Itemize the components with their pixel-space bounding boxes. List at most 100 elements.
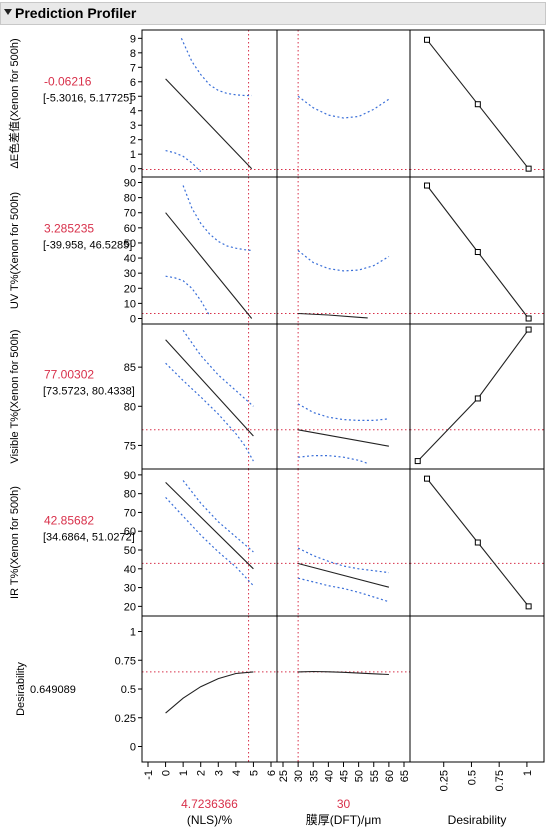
cell-frame [141,176,278,325]
prediction-curve [165,671,254,714]
profile-cell [142,324,277,469]
cell-frame [409,615,545,763]
response-row-2: Visible T%(Xenon for 500h) 77.00302 [73.57… [9,324,544,469]
prediction-curve [297,562,390,588]
profile-cell [410,326,544,465]
response-label: Visible T%(Xenon for 500h) [9,329,21,463]
profile-cell [410,182,544,322]
desirability-handle [474,539,481,546]
header-bar[interactable] [0,2,546,25]
cell-frame [141,468,278,617]
desirability-handle [474,101,481,108]
ci-lower-curve [297,577,390,603]
profile-cell [277,324,410,469]
ci-upper-curve [182,185,252,252]
y-tick-label: 0.25 [115,713,136,725]
y-tick-label: 70 [124,507,136,519]
x-tick-label: 65 [399,770,411,782]
ci-upper-curve [297,250,390,272]
x-tick-label: 0.75 [494,770,506,791]
factor-label: (NLS)/% [187,813,233,827]
x-tick-label: 6 [266,770,278,776]
y-tick-label: 0.5 [121,684,136,696]
profile-cell [277,30,410,177]
factor-label: 膜厚(DFT)/μm [306,813,382,827]
y-tick-label: 90 [124,178,136,190]
profile-cell [277,469,410,616]
ci-lower-curve [298,455,368,464]
response-label: IR T%(Xenon for 500h) [9,486,21,599]
disclosure-triangle-icon[interactable] [4,9,12,15]
y-tick-label: 85 [124,362,136,374]
x-tick-label: 1 [522,770,534,776]
response-row-0: ΔE色差值(Xenon for 500h) -0.06216 [-5.3016, 5… [7,30,544,177]
y-tick-label: 0 [130,742,136,754]
response-ci: [-5.3016, 5.17725] [43,93,132,105]
y-tick-label: 4 [130,106,136,118]
profile-cell [410,36,544,172]
y-tick-label: 50 [124,545,136,557]
factor-label: Desirability [448,813,507,827]
y-tick-label: 40 [124,564,136,576]
response-row-1: UV T%(Xenon for 500h) 3.285235 [-39.958, 4… [9,177,544,325]
cell-frame [276,29,411,178]
cell-frame [276,615,411,763]
y-tick-label: 60 [124,526,136,538]
cell-frame [141,615,278,763]
profile-cell [142,616,277,762]
profile-cell [277,177,410,324]
response-value: -0.06216 [44,75,92,89]
x-tick-label: 35 [308,770,320,782]
cell-frame [276,323,411,470]
x-tick-label: 0.25 [439,770,451,791]
y-tick-label: 5 [130,91,136,103]
y-tick-label: 30 [124,268,136,280]
desirability-handle [525,165,532,172]
ci-lower-curve [165,150,202,173]
response-label: UV T%(Xenon for 500h) [9,192,21,309]
profiler-title: Prediction Profiler [15,5,137,21]
y-tick-label: 70 [124,208,136,220]
ci-upper-curve [180,38,252,97]
y-tick-label: 90 [124,470,136,482]
x-tick-label: 2 [196,770,208,776]
response-ci: [34.6864, 51.0272] [43,532,135,544]
profile-cell [142,177,277,324]
profile-cell [142,469,277,616]
response-label: ΔE色差值(Xenon for 500h) [7,38,21,168]
desirability-handle [525,315,532,322]
x-tick-label: 25 [278,770,290,782]
desirability-handle [525,326,532,333]
y-tick-label: 10 [124,298,136,310]
x-tick-label: 30 [293,770,305,782]
prediction-curve [165,212,253,319]
ci-lower-curve [165,362,254,462]
y-tick-label: 1 [130,149,136,161]
x-tick-label: 0.5 [466,770,478,785]
y-tick-label: 20 [124,601,136,613]
response-ci: [-39.958, 46.5285] [43,240,132,252]
ci-lower-curve [165,496,254,587]
ci-upper-curve [297,95,390,119]
y-tick-label: 1 [130,627,136,639]
ci-upper-curve [297,547,389,574]
desirability-handle [474,395,481,402]
x-tick-label: 4 [231,770,243,776]
prediction-curve [165,482,254,570]
prediction-curve [165,339,254,437]
desirability-handle [474,249,481,256]
profiler-header: Prediction Profiler [0,0,548,25]
x-tick-label: 5 [248,770,260,776]
response-row-4: Desirability 0.649089 0 0.25 0.5 0.75 1 [15,616,410,762]
x-tick-label: 45 [339,770,351,782]
y-tick-label: 30 [124,583,136,595]
prediction-curve [298,312,368,319]
y-tick-label: 80 [124,193,136,205]
response-row-3: IR T%(Xenon for 500h) 42.85682 [34.6864, 5… [9,469,544,616]
response-value: 3.285235 [44,222,94,236]
y-tick-label: 6 [130,77,136,89]
profile-cell [277,616,410,762]
ci-upper-curve [182,329,254,407]
